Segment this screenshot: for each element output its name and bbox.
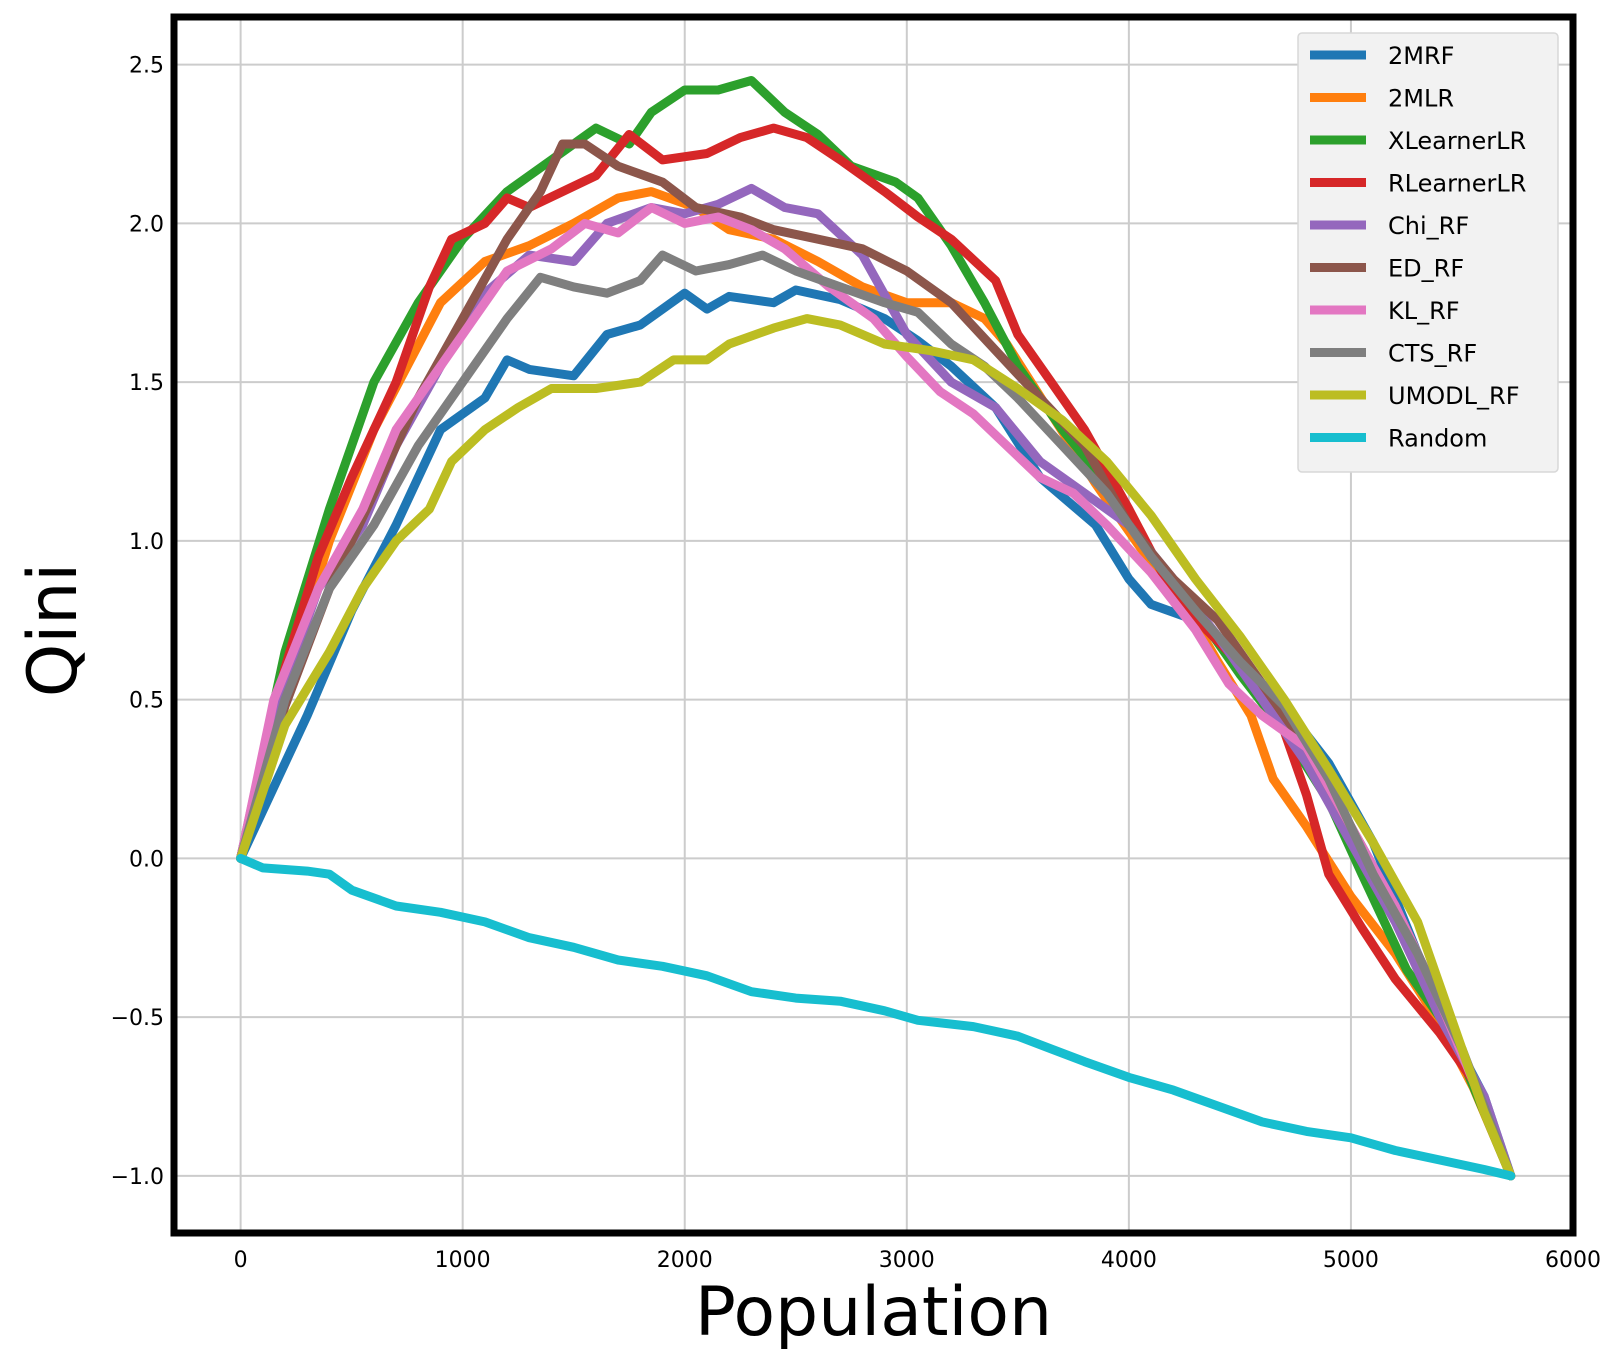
y-tick-label: 2.0 [129, 212, 164, 237]
series-line-kl-rf [236, 203, 1516, 1181]
x-tick-label: 5000 [1323, 1248, 1379, 1273]
legend-label: UMODL_RF [1388, 382, 1520, 410]
series-line-cts-rf [236, 250, 1516, 1181]
legend-label: 2MRF [1388, 42, 1454, 70]
y-tick-label: −0.5 [111, 1006, 164, 1031]
plot-frame [170, 13, 1577, 1237]
x-tick-label: 6000 [1545, 1248, 1601, 1273]
legend-label: Random [1388, 425, 1487, 453]
x-tick-label: 3000 [879, 1248, 935, 1273]
legend-label: ED_RF [1388, 255, 1464, 283]
x-tick-label: 1000 [435, 1248, 491, 1273]
series-layer [236, 76, 1516, 1181]
y-tick-label: 2.5 [129, 54, 164, 79]
x-tick-label: 2000 [657, 1248, 713, 1273]
series-line-rlearnerlr [236, 123, 1516, 1181]
y-tick-label: 0.0 [129, 847, 164, 872]
legend-label: CTS_RF [1388, 340, 1477, 368]
y-tick-label: 1.0 [129, 530, 164, 555]
series-line-random [236, 853, 1516, 1181]
series-line-umodl-rf [236, 314, 1516, 1181]
x-tick-label: 0 [234, 1248, 248, 1273]
legend-label: Chi_RF [1388, 212, 1469, 240]
legend: 2MRF 2MLR XLearnerLR RLearnerLR Chi_RF ED_RF K… [1297, 32, 1559, 473]
y-tick-label: −1.0 [111, 1165, 164, 1190]
x-axis-title: Population [695, 1273, 1052, 1352]
y-tick-label: 0.5 [129, 689, 164, 714]
legend-label: KL_RF [1388, 297, 1460, 325]
legend-label: RLearnerLR [1388, 170, 1526, 198]
x-tick-label: 4000 [1101, 1248, 1157, 1273]
x-axis: 0 1000 2000 3000 4000 5000 6000 [234, 1248, 1601, 1273]
y-axis: −1.0 −0.5 0.0 0.5 1.0 1.5 2.0 2.5 [111, 54, 164, 1190]
legend-label: 2MLR [1388, 85, 1454, 113]
series-line-2mlr [236, 187, 1516, 1181]
legend-label: XLearnerLR [1388, 127, 1526, 155]
y-tick-label: 1.5 [129, 371, 164, 396]
y-axis-title: Qini [14, 563, 93, 697]
